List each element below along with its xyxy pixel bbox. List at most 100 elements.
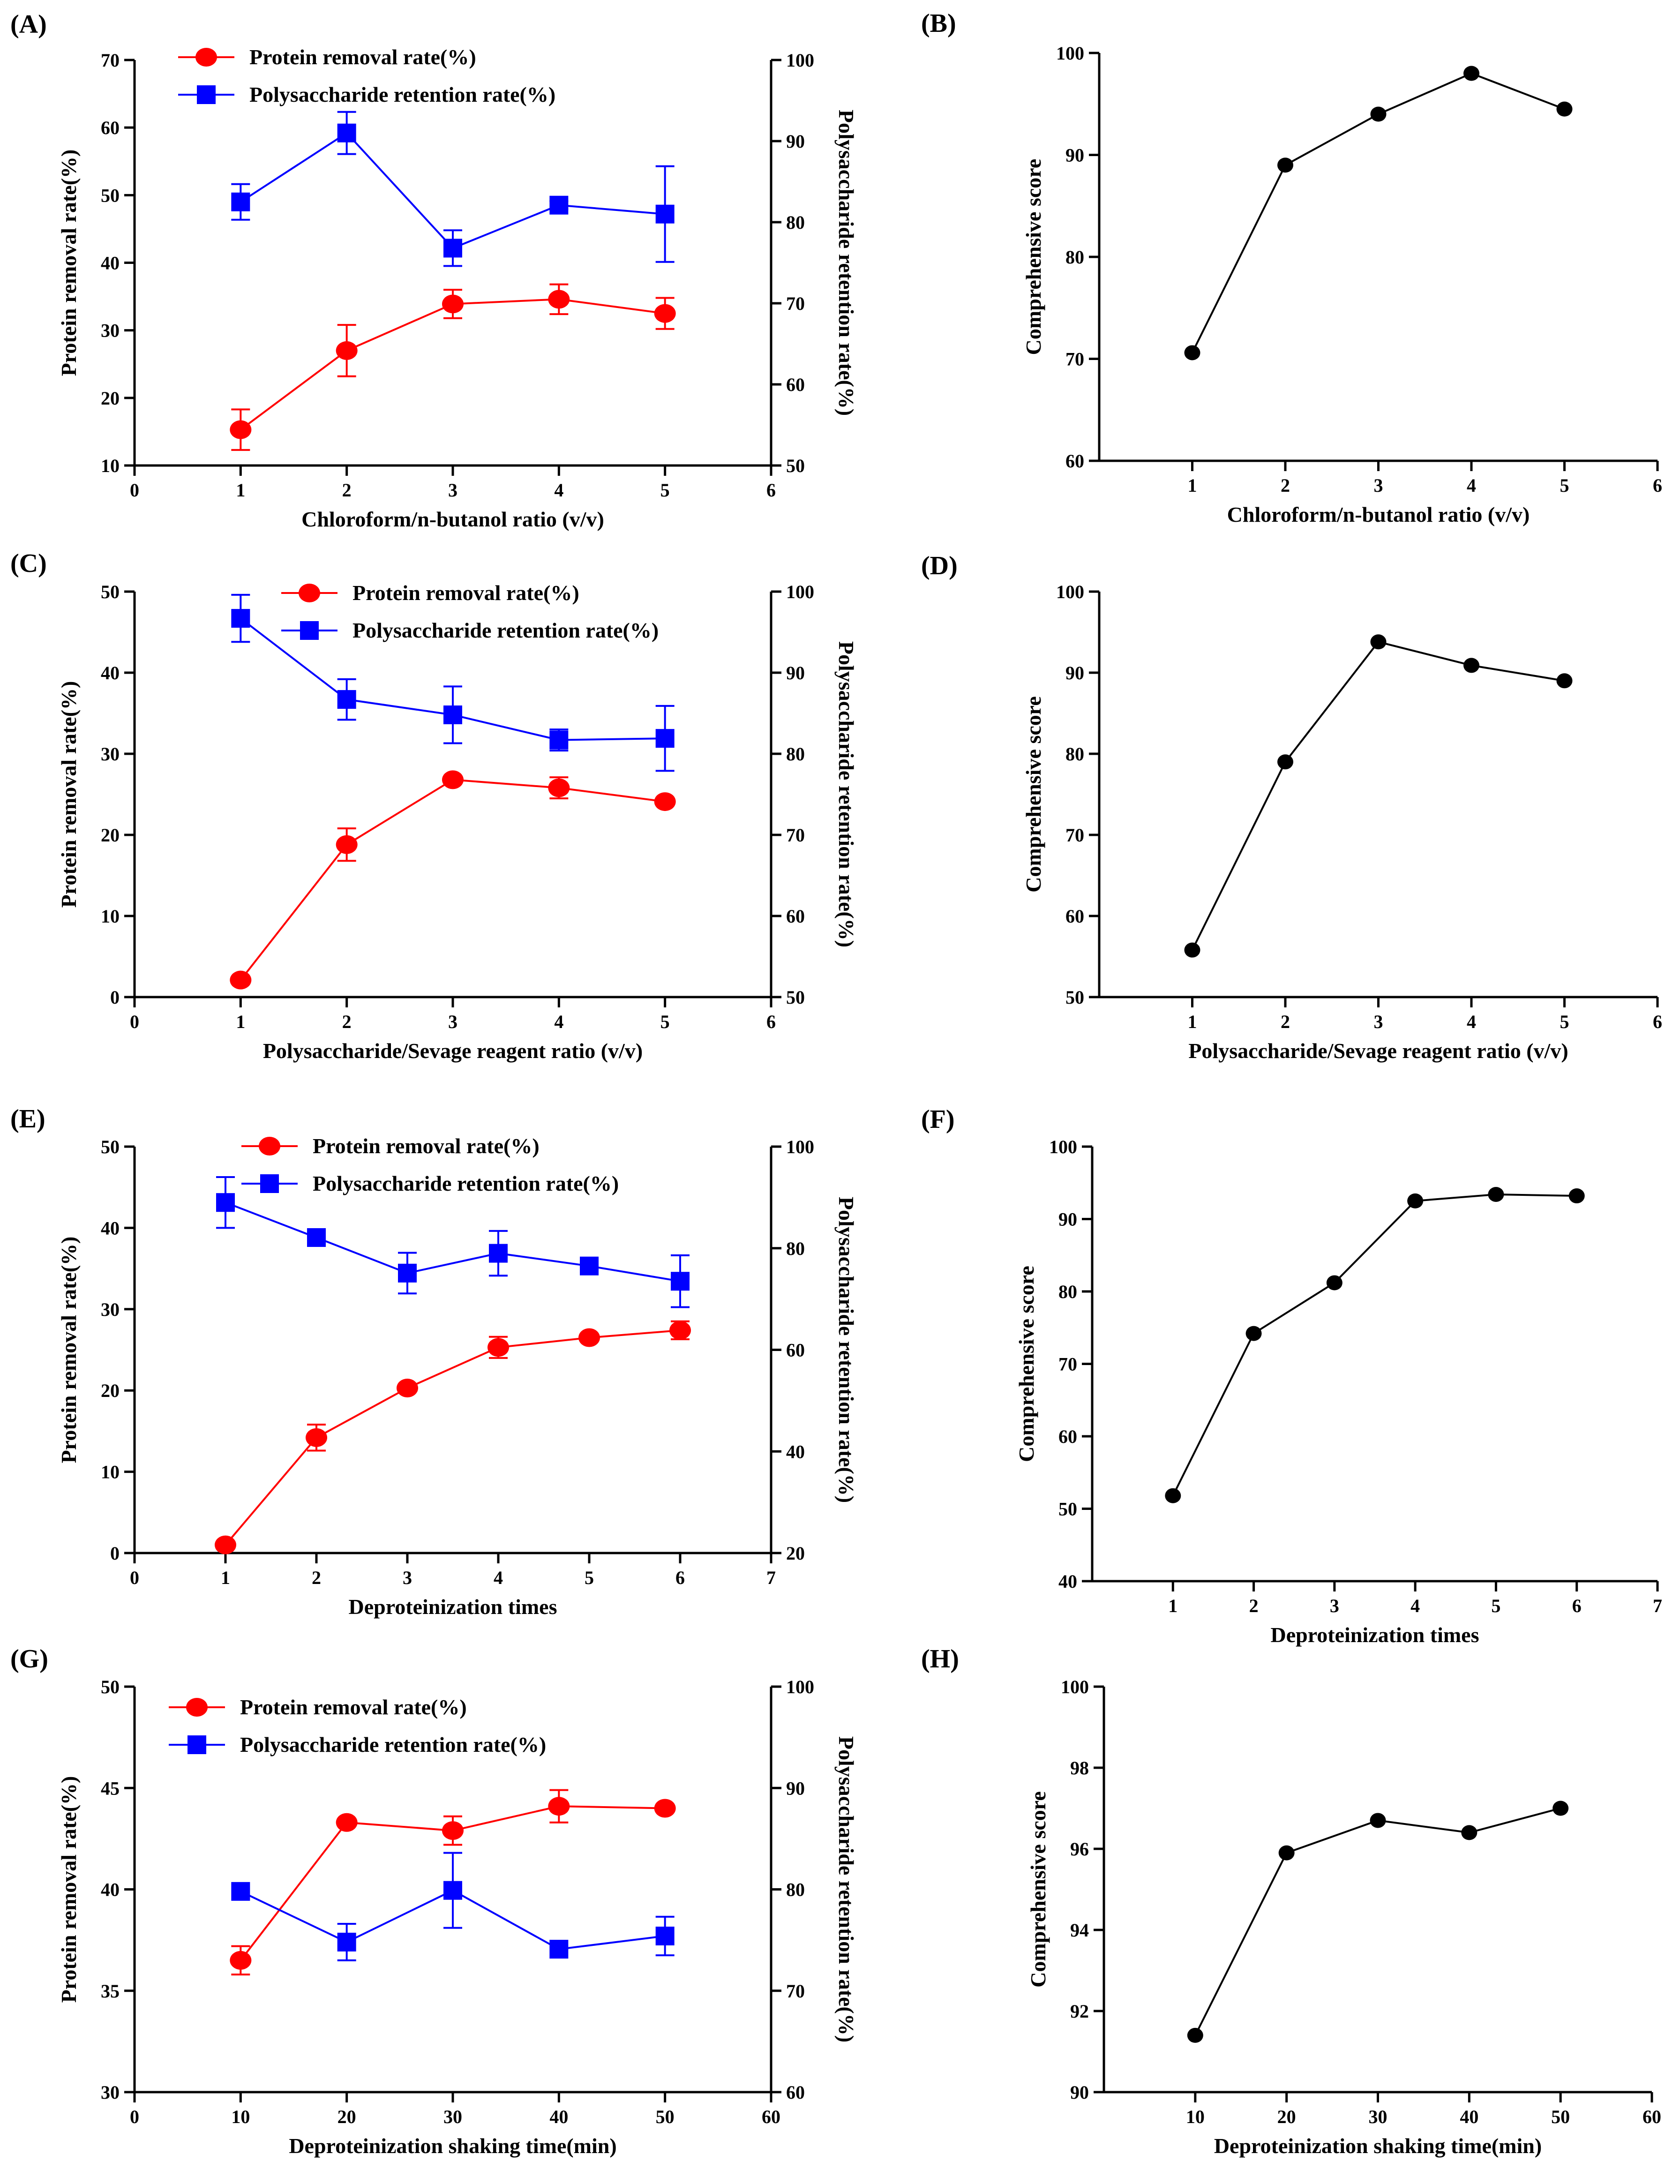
y-tick-label-right: 60	[786, 906, 805, 927]
data-point-circle	[1552, 1801, 1569, 1816]
y-axis-title-right: Polysaccharide retention rate(%)	[834, 1736, 858, 2042]
y-tick-label-left: 0	[110, 1543, 120, 1564]
data-point-square	[231, 609, 250, 628]
y-tick-label-left: 80	[1065, 247, 1084, 268]
y-tick-label-left: 40	[101, 662, 120, 683]
data-point-circle	[1184, 345, 1200, 360]
panel-g: (G) 0 10 20 30 40 50 60 30 35 40 45 50 60 70 80 90 100 Dep…	[10, 1644, 858, 2158]
y-tick-label-left: 92	[1070, 2001, 1089, 2022]
x-tick-label: 1	[236, 1011, 245, 1032]
y-tick-label-left: 40	[1058, 1571, 1077, 1592]
x-axis-title: Polysaccharide/Sevage reagent ratio (v/v…	[263, 1039, 643, 1063]
series-protein-removal	[230, 770, 676, 990]
data-point-circle	[1556, 101, 1573, 117]
x-tick-label: 1	[221, 1567, 230, 1588]
series-polysaccharide-retention	[216, 1176, 690, 1308]
data-point-circle	[669, 1321, 691, 1340]
legend-marker-square	[188, 1735, 206, 1754]
data-point-circle	[488, 1338, 509, 1357]
x-tick-label: 7	[766, 1567, 776, 1588]
y-tick-label-right: 70	[786, 1981, 805, 2002]
y-tick-label-right: 40	[786, 1441, 805, 1462]
y-axis-title-left: Protein removal rate(%)	[57, 1237, 81, 1464]
y-tick-label-right: 80	[786, 1879, 805, 1900]
y-tick-label-left: 100	[1056, 581, 1084, 602]
data-point-circle	[1245, 1326, 1262, 1341]
y-tick-label-right: 100	[786, 50, 814, 71]
x-tick-label: 2	[342, 1011, 352, 1032]
y-axis-title-left: Protein removal rate(%)	[57, 681, 81, 908]
y-tick-label-left: 70	[1065, 349, 1084, 370]
series-line	[1172, 1193, 1577, 1496]
y-axis-title-right: Polysaccharide retention rate(%)	[834, 1197, 858, 1503]
x-tick-label: 2	[312, 1567, 321, 1588]
series-line	[225, 1329, 681, 1546]
legend-label: Polysaccharide retention rate(%)	[240, 1733, 546, 1756]
y-tick-label-left: 80	[1065, 743, 1084, 765]
x-tick-label: 0	[130, 2106, 139, 2127]
x-tick-label: 50	[656, 2106, 675, 2127]
data-point-square	[443, 1881, 462, 1900]
data-point-square	[671, 1272, 690, 1291]
y-tick-label-left: 40	[101, 1217, 120, 1238]
y-tick-label-left: 60	[1065, 906, 1084, 927]
data-point-circle	[1488, 1186, 1504, 1202]
y-tick-label-left: 100	[1056, 43, 1084, 64]
legend-marker-square	[197, 85, 216, 104]
series-line	[1191, 641, 1565, 951]
x-tick-label: 5	[660, 480, 670, 501]
y-tick-label-left: 10	[101, 455, 120, 476]
x-tick-label: 7	[1653, 1595, 1662, 1616]
x-axis-title: Polysaccharide/Sevage reagent ratio (v/v…	[1188, 1039, 1568, 1063]
x-tick-label: 3	[448, 1011, 458, 1032]
y-tick-label-right: 100	[786, 581, 814, 602]
y-tick-label-left: 100	[1049, 1136, 1077, 1157]
y-tick-label-left: 80	[1058, 1281, 1077, 1302]
y-tick-label-left: 90	[1058, 1209, 1077, 1230]
data-point-circle	[230, 1951, 252, 1970]
y-axis-title-right: Polysaccharide retention rate(%)	[834, 641, 858, 947]
x-tick-label: 6	[766, 480, 776, 501]
x-tick-label: 20	[338, 2106, 356, 2127]
y-tick-label-left: 20	[101, 388, 120, 409]
x-tick-label: 1	[1188, 1011, 1197, 1032]
data-point-square	[337, 690, 356, 709]
series-comprehensive-score	[1184, 634, 1573, 958]
x-axis-title: Deproteinization shaking time(min)	[289, 2134, 616, 2158]
data-point-circle	[1463, 66, 1479, 81]
x-tick-label: 2	[1249, 1595, 1259, 1616]
data-point-circle	[1568, 1188, 1585, 1204]
panel-label: (D)	[921, 551, 958, 580]
series-line	[1194, 1807, 1561, 2036]
panel-a: (A) 0 1 2 3 4 5 6 10 20 30 40 50 60 70 50 60 70 80 90 100 Chl…	[10, 10, 858, 531]
x-tick-label: 30	[1369, 2106, 1388, 2127]
y-tick-label-left: 70	[101, 50, 120, 71]
legend-label: Polysaccharide retention rate(%)	[352, 618, 659, 642]
y-tick-label-left: 30	[101, 320, 120, 341]
data-point-circle	[397, 1378, 418, 1397]
legend-label: Protein removal rate(%)	[352, 581, 579, 605]
data-point-square	[549, 730, 569, 750]
data-point-square	[549, 1940, 569, 1959]
x-tick-label: 50	[1551, 2106, 1570, 2127]
legend-marker-square	[300, 621, 319, 640]
y-tick-label-left: 60	[1058, 1426, 1077, 1447]
data-point-square	[443, 239, 462, 258]
y-tick-label-right: 60	[786, 374, 805, 395]
legend-label: Protein removal rate(%)	[249, 45, 476, 69]
y-tick-label-right: 90	[786, 662, 805, 683]
series-comprehensive-score	[1165, 1186, 1585, 1503]
data-point-square	[307, 1228, 326, 1247]
data-point-circle	[1370, 634, 1387, 650]
y-tick-label-left: 50	[101, 185, 120, 206]
panel-label: (A)	[10, 10, 47, 39]
x-tick-label: 0	[130, 1011, 139, 1032]
x-tick-label: 0	[130, 1567, 139, 1588]
data-point-square	[489, 1244, 508, 1263]
y-tick-label-left: 94	[1070, 1920, 1089, 1941]
y-tick-label-left: 45	[101, 1778, 120, 1799]
panel-e: (E) 0 1 2 3 4 5 6 7 0 10 20 30 40 50 20 40 60 80 100 Deprote…	[10, 1104, 858, 1619]
data-point-square	[337, 123, 356, 143]
data-point-circle	[215, 1535, 236, 1554]
x-tick-label: 5	[660, 1011, 670, 1032]
